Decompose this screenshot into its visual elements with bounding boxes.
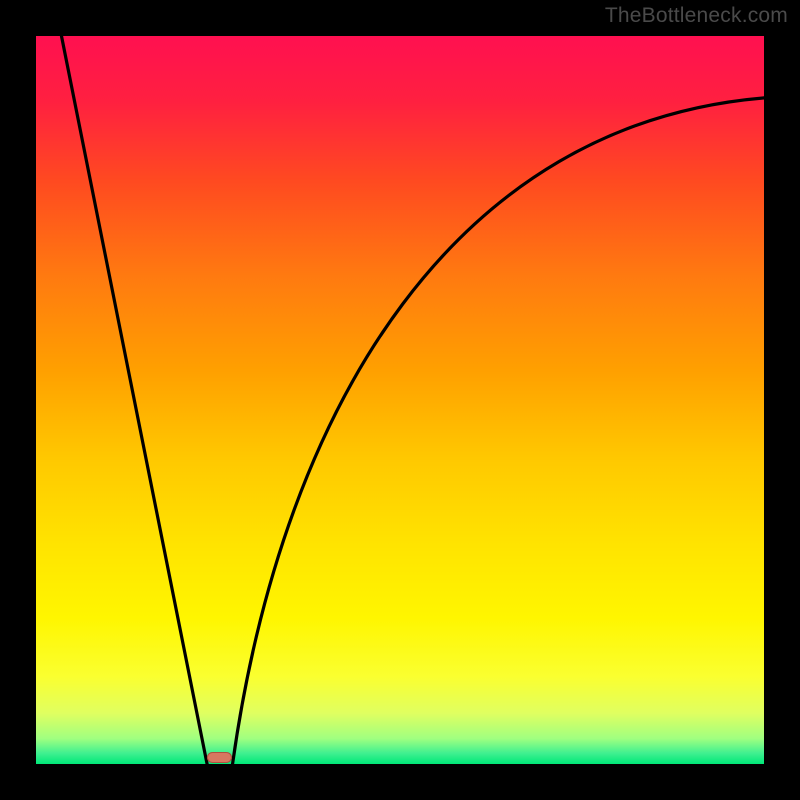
watermark-text: TheBottleneck.com [605,4,788,28]
curve-right-leg [233,98,764,764]
curve-left-leg [61,36,207,764]
bottleneck-marker [207,752,231,762]
curve-layer [0,0,800,800]
chart-container: TheBottleneck.com [0,0,800,800]
